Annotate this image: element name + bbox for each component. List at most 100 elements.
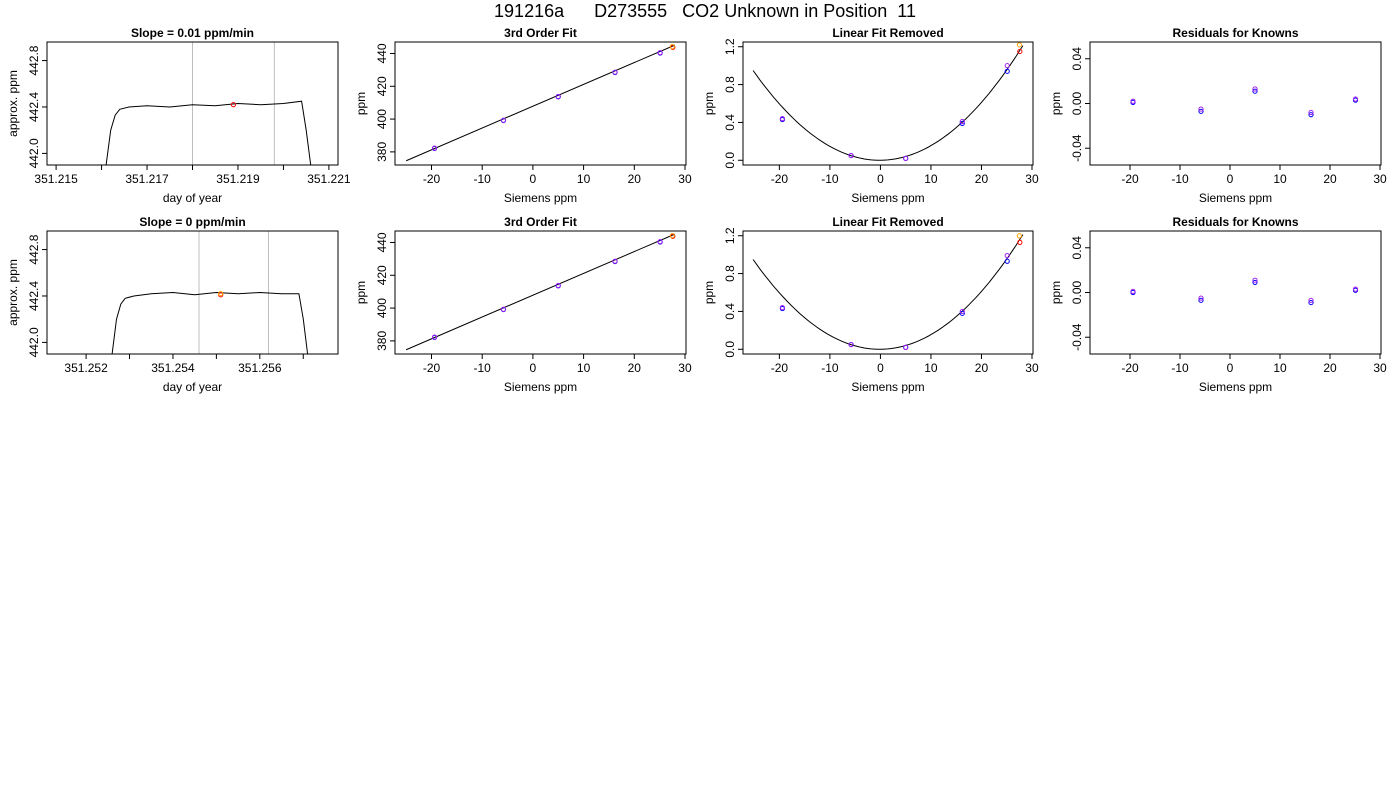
panel-title: Linear Fit Removed [832, 26, 943, 40]
chart-panel-7: Linear Fit Removed -20 -10 0 10 20 30 0.0 0.4 0.8… [702, 215, 1039, 394]
y-tick-label: 440 [375, 43, 389, 63]
chart-panel-2: 3rd Order Fit -20 -10 0 10 20 30 380 400 420 440 Si… [354, 26, 692, 205]
panel-title: 3rd Order Fit [504, 26, 577, 40]
page-title: 191216a D273555 CO2 Unknown in Position … [494, 1, 916, 21]
data-point [500, 306, 507, 312]
y-axis-label: approx. ppm [6, 259, 20, 326]
x-tick-label: 0 [877, 361, 884, 375]
y-tick-label: 442.4 [27, 281, 41, 311]
y-axis-label: approx. ppm [6, 70, 20, 137]
data-point [657, 239, 663, 245]
data-point [669, 43, 675, 50]
x-tick-label: 30 [1025, 361, 1039, 375]
x-tick-label: 20 [628, 361, 642, 375]
data-point [959, 120, 965, 126]
data-point [1198, 297, 1204, 303]
y-tick-label: 0.4 [723, 114, 737, 131]
fit-line [405, 44, 676, 162]
y-tick-label: 0.00 [1070, 91, 1084, 115]
chart-panel-1: Slope = 0.01 ppm/min 351.215 351.217 351.21… [6, 26, 351, 205]
data-point [612, 69, 618, 75]
fit-curve [752, 234, 1024, 350]
x-axis-label: day of year [163, 380, 222, 394]
plot-frame [742, 230, 1034, 355]
x-tick-label: 10 [1273, 172, 1287, 186]
x-tick-label: -20 [423, 361, 441, 375]
x-tick-label: 10 [924, 361, 938, 375]
data-point [555, 282, 561, 289]
data-point [1016, 233, 1022, 239]
x-tick-label: 351.217 [125, 172, 169, 186]
trace-line [111, 291, 309, 354]
x-axis-label: Siemens ppm [851, 191, 924, 205]
plot-frame [742, 41, 1034, 166]
chart-panel-4: Residuals for Knowns -20 -10 0 10 20 30 -0.04 0.… [1049, 26, 1387, 205]
data-point [1308, 112, 1314, 118]
x-tick-label: 20 [975, 172, 989, 186]
data-point [848, 341, 854, 348]
x-axis-label: Siemens ppm [504, 380, 577, 394]
data-point [1004, 63, 1010, 69]
data-point [959, 118, 965, 125]
data-point [779, 116, 786, 122]
data-point [1004, 68, 1010, 74]
data-point [903, 344, 909, 350]
data-point [500, 117, 507, 123]
y-tick-label: 400 [375, 298, 389, 318]
data-point [1352, 286, 1359, 292]
x-tick-label: 10 [1273, 361, 1287, 375]
y-axis-label: ppm [702, 281, 716, 304]
data-marker [230, 102, 237, 108]
panel-title: Residuals for Knowns [1172, 215, 1298, 229]
data-point [1017, 48, 1023, 55]
y-tick-label: 442.0 [27, 327, 41, 357]
x-tick-label: -20 [1121, 361, 1139, 375]
x-tick-label: 0 [1227, 361, 1234, 375]
data-point [903, 155, 909, 161]
x-axis-label: Siemens ppm [1199, 380, 1272, 394]
x-tick-label: 20 [1323, 361, 1337, 375]
data-point [1308, 109, 1314, 116]
x-tick-label: 30 [1025, 172, 1039, 186]
plot-data [105, 100, 312, 165]
data-point [555, 93, 561, 100]
y-tick-label: -0.04 [1070, 134, 1084, 162]
plot-frame [394, 230, 687, 355]
trace-line [105, 100, 312, 165]
y-tick-label: 420 [375, 265, 389, 285]
x-tick-label: 0 [1227, 172, 1234, 186]
fit-line [405, 233, 676, 351]
chart-panel-6: 3rd Order Fit -20 -10 0 10 20 30 380 400 420 440 Si… [354, 215, 692, 394]
data-point [959, 308, 965, 315]
data-point [1252, 88, 1258, 94]
x-tick-label: -20 [423, 172, 441, 186]
panel-title: Slope = 0.01 ppm/min [131, 26, 254, 40]
plot-data [752, 233, 1024, 350]
x-tick-label: -20 [771, 172, 789, 186]
x-tick-label: 351.256 [238, 361, 282, 375]
x-tick-label: 0 [530, 361, 537, 375]
y-tick-label: 442.8 [27, 234, 41, 264]
y-tick-label: 0.4 [723, 303, 737, 320]
data-point [1252, 279, 1258, 286]
y-tick-label: 442.4 [27, 92, 41, 122]
y-tick-label: 442.8 [27, 45, 41, 75]
panel-title: Linear Fit Removed [832, 215, 943, 229]
x-tick-label: 0 [530, 172, 537, 186]
x-tick-label: 30 [1373, 172, 1387, 186]
y-tick-label: -0.04 [1070, 323, 1084, 351]
data-point [848, 152, 854, 159]
data-point [431, 334, 438, 340]
plot-data [752, 42, 1024, 161]
y-tick-label: 0.00 [1070, 280, 1084, 304]
x-tick-label: -10 [821, 172, 839, 186]
x-tick-label: -10 [474, 361, 492, 375]
y-tick-label: 1.2 [723, 227, 737, 244]
data-point [1130, 98, 1136, 104]
data-point [1198, 106, 1204, 112]
y-tick-label: 400 [375, 109, 389, 129]
y-tick-label: 380 [375, 142, 389, 162]
x-tick-label: 10 [577, 361, 591, 375]
y-axis-label: ppm [1049, 92, 1063, 115]
